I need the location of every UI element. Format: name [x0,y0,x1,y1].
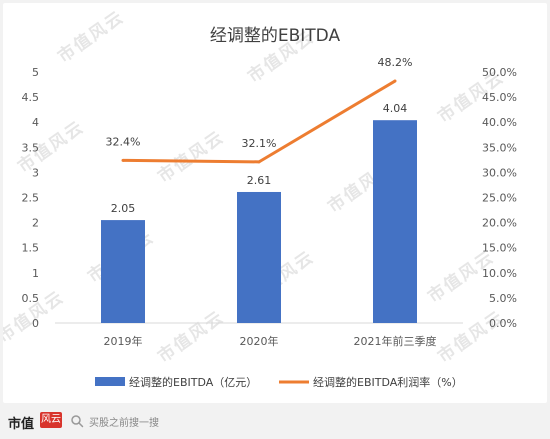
chart-title: 经调整的EBITDA [210,26,341,46]
bar [237,191,281,323]
right-axis-tick-label: 40.0% [482,116,517,129]
line-point [121,158,125,162]
search-icon [71,415,84,428]
left-axis-tick-label: 2.5 [22,192,40,205]
brand-logo-mark: 风云 [40,412,62,428]
right-axis-tick-label: 30.0% [482,166,517,179]
left-axis-tick-label: 0 [32,317,39,330]
line-data-label: 32.1% [242,137,277,150]
left-axis-tick-label: 3.5 [22,141,40,154]
bar-data-label: 2.05 [111,202,136,215]
left-axis-tick-label: 1 [32,267,39,280]
left-axis-tick-label: 0.5 [22,292,40,305]
x-axis-tick-label: 2020年 [240,334,279,348]
right-axis-tick-label: 25.0% [482,192,517,205]
right-axis-tick-label: 0.0% [489,317,517,330]
left-axis-tick-label: 3 [32,166,39,179]
watermark-text: 市值风云 [434,306,508,367]
right-axis-tick-label: 35.0% [482,141,517,154]
footer-bar: 市值 风云 买股之前搜一搜 [0,405,550,439]
line-data-label: 48.2% [378,56,413,69]
right-axis-tick-label: 5.0% [489,292,517,305]
watermark-text: 市值风云 [154,306,228,367]
left-axis-tick-label: 2 [32,217,39,230]
left-axis-tick-label: 1.5 [22,242,40,255]
brand-logo-text: 市值 [8,417,35,432]
search-box[interactable]: 买股之前搜一搜 [70,411,170,431]
search-hint: 买股之前搜一搜 [89,417,159,429]
line-point [257,160,261,164]
line-point [393,79,397,83]
left-axis-tick-label: 5 [32,66,39,79]
watermark-text: 市值风云 [154,126,228,187]
right-axis-tick-label: 45.0% [482,91,517,104]
legend-label-bar: 经调整的EBITDA（亿元） [129,375,257,389]
watermark-text: 市值风云 [54,6,128,67]
bar [373,120,417,323]
bar [101,220,145,323]
chart-card: 市值风云 市值风云 市值风云 市值风云 市值风云 市值风云 市值风云 市值风云 市值风云 市值风云… [3,3,547,403]
right-axis-tick-label: 10.0% [482,267,517,280]
right-axis-tick-label: 50.0% [482,66,517,79]
legend-swatch-bar [95,377,125,386]
bar-data-label: 2.61 [247,174,272,187]
line-data-label: 32.4% [106,135,141,148]
right-axis-tick-label: 20.0% [482,217,517,230]
x-axis-tick-label: 2019年 [104,334,143,348]
legend-label-line: 经调整的EBITDA利润率（%） [313,375,463,389]
left-axis-tick-label: 4.5 [22,91,40,104]
bar-data-label: 4.04 [383,102,408,115]
right-axis-tick-label: 15.0% [482,242,517,255]
left-axis-tick-label: 4 [32,116,39,129]
x-axis-tick-label: 2021年前三季度 [354,334,437,348]
